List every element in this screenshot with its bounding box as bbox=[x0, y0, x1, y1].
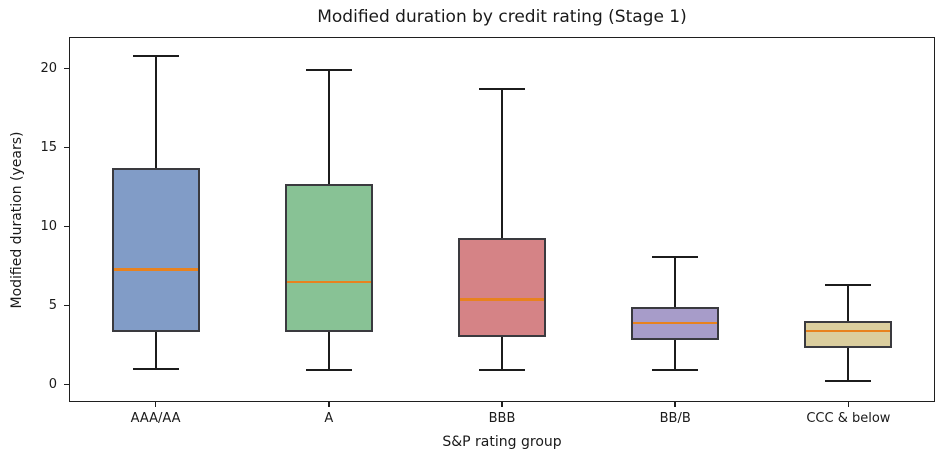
median-line bbox=[633, 321, 718, 325]
lower-whisker-cap bbox=[825, 380, 872, 383]
lower-whisker bbox=[674, 340, 677, 371]
y-tick-label: 5 bbox=[48, 297, 57, 313]
lower-whisker-cap bbox=[305, 369, 352, 372]
upper-whisker bbox=[327, 70, 330, 184]
x-tick-mark bbox=[501, 402, 503, 407]
x-axis-label: S&P rating group bbox=[442, 434, 562, 450]
x-tick-mark bbox=[674, 402, 676, 407]
y-tick-label: 15 bbox=[40, 139, 57, 155]
x-tick-label: AAA/AA bbox=[130, 411, 181, 426]
x-tick-mark bbox=[847, 402, 850, 407]
y-tick-mark bbox=[64, 67, 69, 70]
upper-whisker-cap bbox=[305, 69, 352, 72]
x-tick-label: A bbox=[324, 411, 334, 426]
upper-whisker-cap bbox=[652, 255, 699, 258]
iqr-box bbox=[284, 183, 373, 333]
median-line bbox=[806, 329, 891, 333]
upper-whisker-cap bbox=[132, 54, 179, 57]
upper-whisker bbox=[847, 285, 850, 322]
x-tick-label: BBB bbox=[488, 411, 516, 426]
chart-title: Modified duration by credit rating (Stag… bbox=[317, 7, 687, 27]
x-tick-mark bbox=[328, 402, 330, 407]
median-line bbox=[286, 280, 371, 284]
lower-whisker-cap bbox=[132, 367, 179, 370]
y-tick-label: 20 bbox=[40, 60, 57, 76]
x-tick-mark bbox=[154, 402, 157, 407]
x-tick-label: CCC & below bbox=[806, 411, 891, 426]
lower-whisker bbox=[154, 332, 157, 369]
lower-whisker bbox=[327, 332, 330, 371]
y-tick-label: 0 bbox=[48, 376, 57, 392]
y-tick-mark bbox=[64, 225, 69, 228]
iqr-box bbox=[804, 321, 893, 349]
median-line bbox=[113, 268, 198, 271]
upper-whisker-cap bbox=[825, 284, 872, 287]
y-tick-mark bbox=[64, 304, 69, 307]
iqr-box bbox=[111, 168, 200, 333]
upper-whisker bbox=[674, 256, 677, 308]
median-line bbox=[460, 298, 544, 301]
upper-whisker-cap bbox=[479, 88, 525, 91]
y-tick-label: 10 bbox=[40, 218, 57, 234]
y-tick-mark bbox=[64, 146, 69, 149]
y-tick-mark bbox=[64, 383, 69, 386]
upper-whisker bbox=[501, 89, 503, 238]
lower-whisker bbox=[847, 348, 850, 382]
lower-whisker-cap bbox=[479, 369, 525, 372]
lower-whisker bbox=[501, 337, 503, 371]
upper-whisker bbox=[154, 55, 157, 169]
x-tick-label: BB/B bbox=[659, 411, 691, 426]
iqr-box bbox=[458, 237, 546, 338]
lower-whisker-cap bbox=[652, 369, 699, 372]
